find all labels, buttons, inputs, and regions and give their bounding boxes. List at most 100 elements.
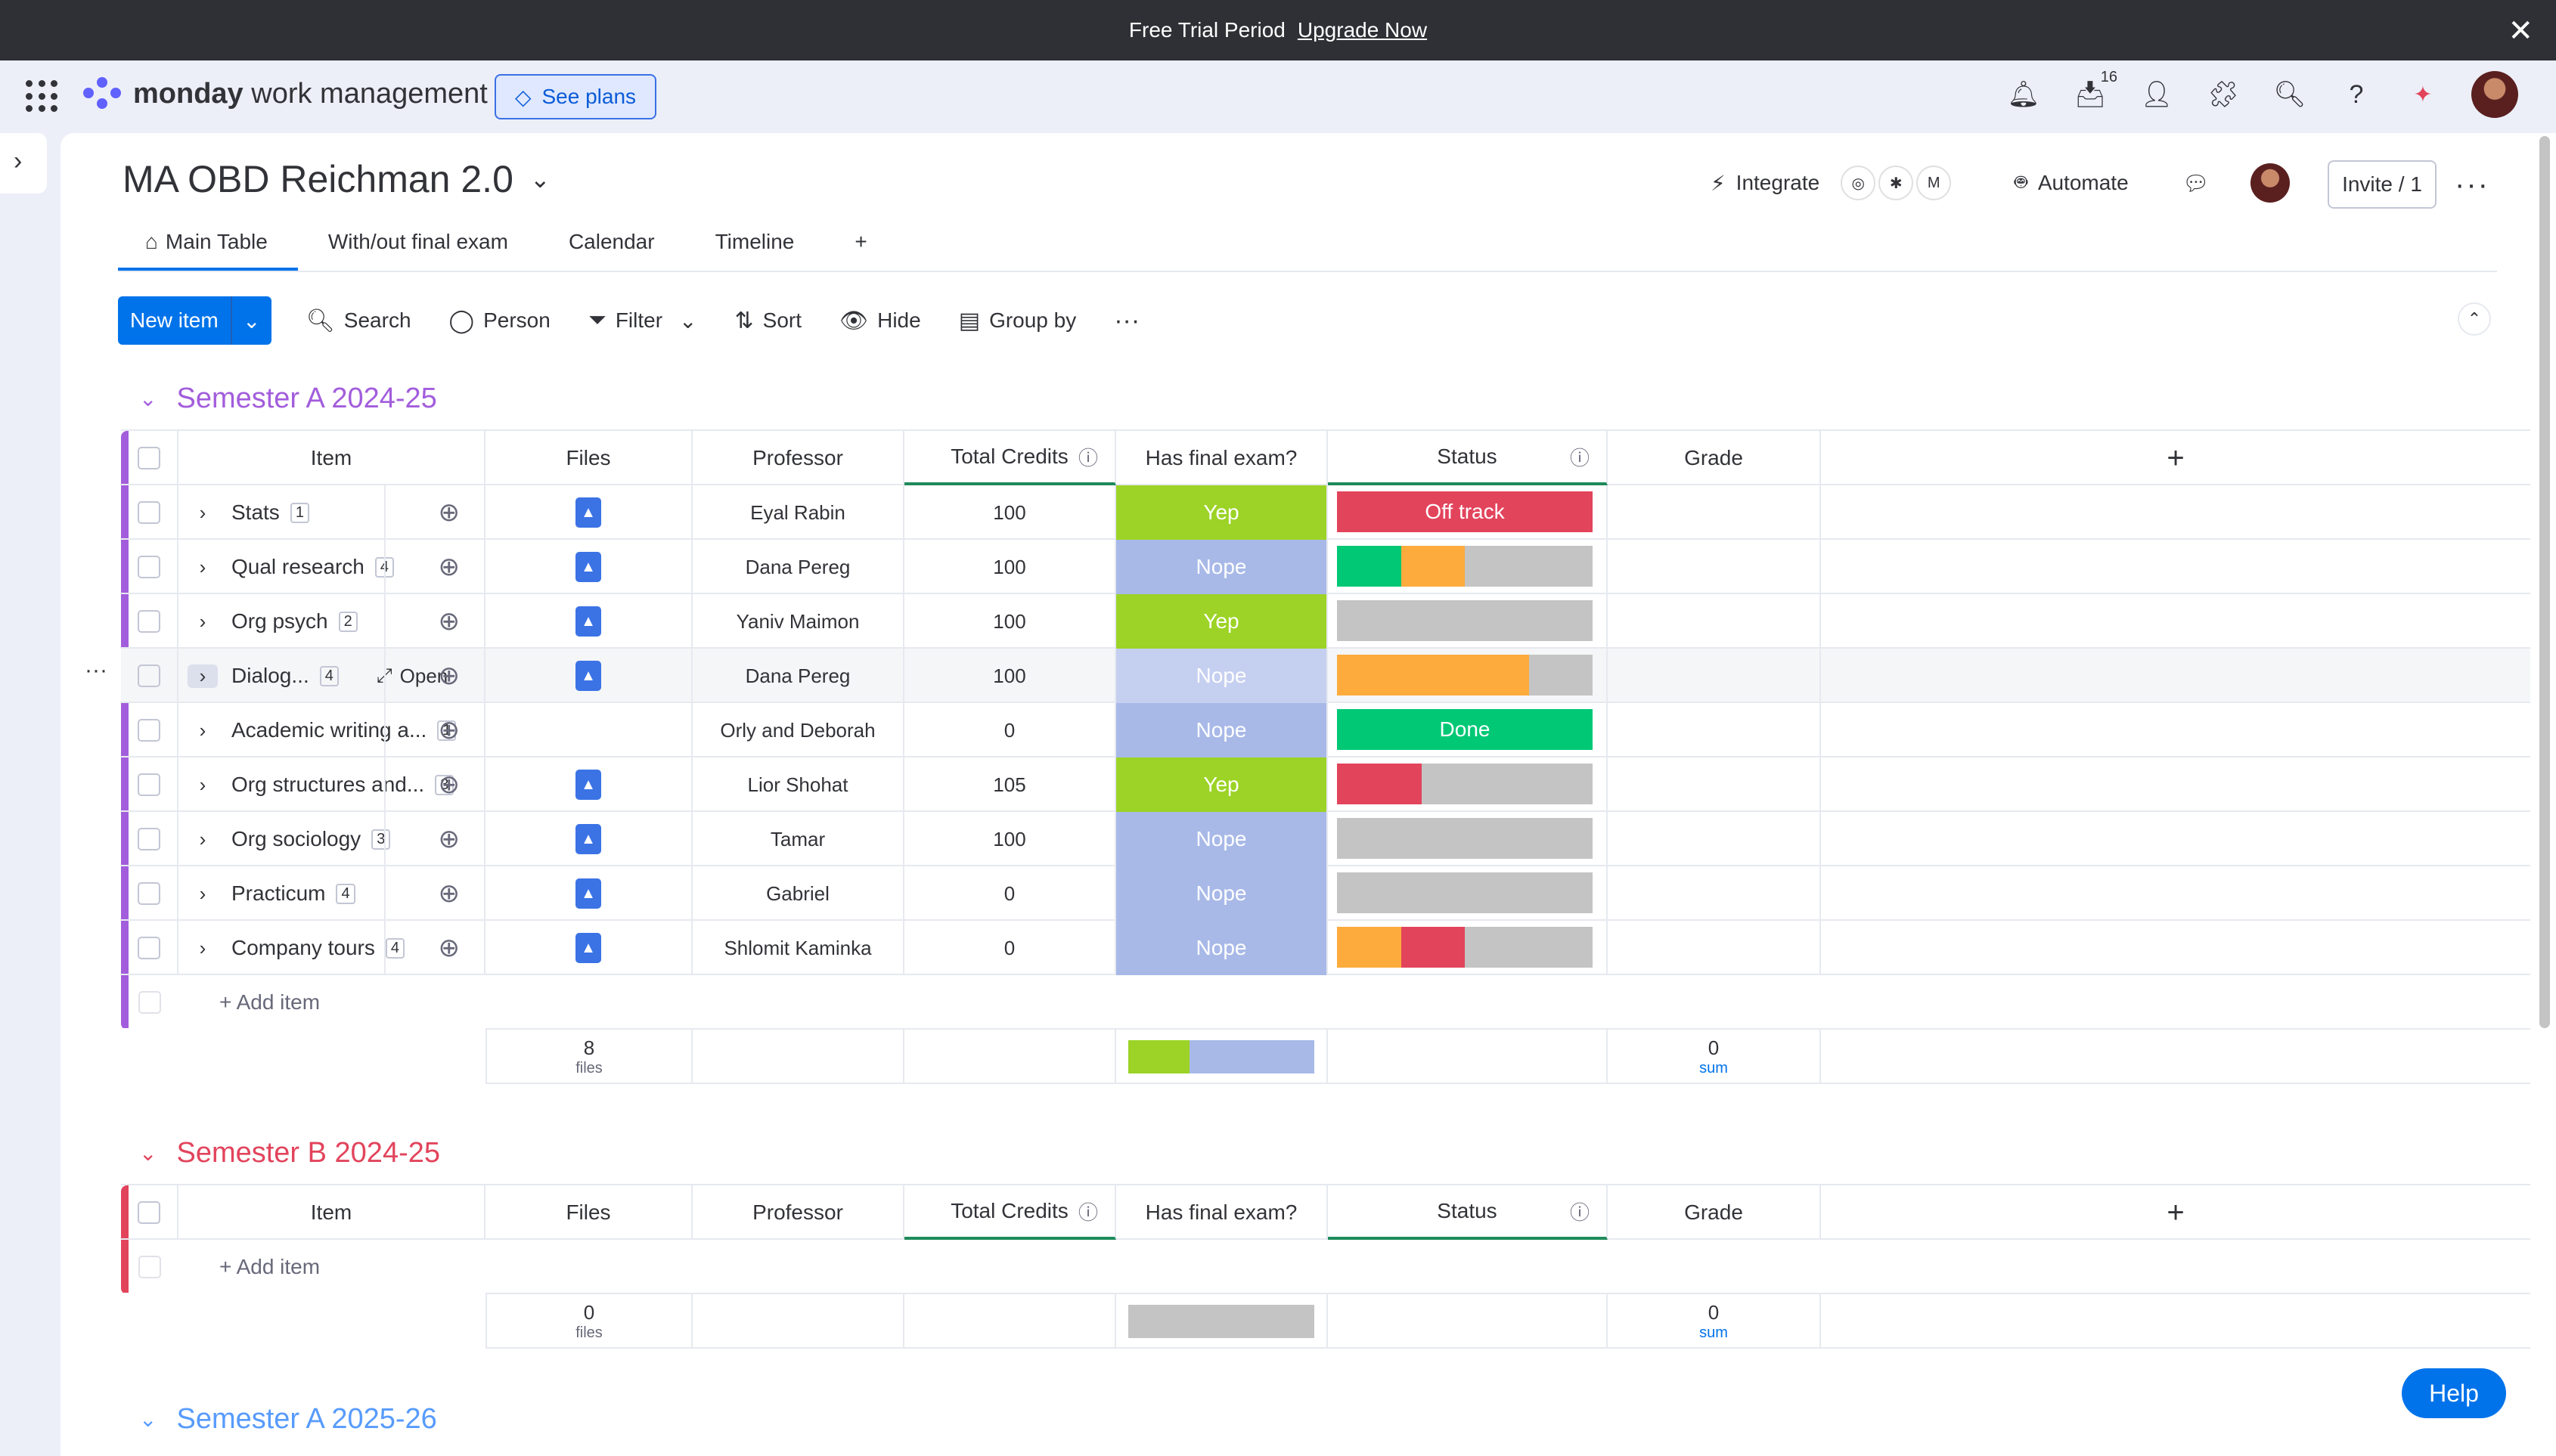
comment-icon[interactable]: 💬︎ bbox=[2182, 171, 2210, 195]
grade-cell[interactable] bbox=[1608, 485, 1821, 540]
google-drive-file-icon[interactable]: ▲ bbox=[575, 606, 601, 637]
item-name[interactable]: Practicum bbox=[231, 881, 326, 905]
final-exam-cell[interactable]: Nope bbox=[1116, 540, 1328, 594]
add-update-icon[interactable]: ⊕ bbox=[438, 879, 461, 908]
add-update-icon[interactable]: ⊕ bbox=[438, 553, 461, 581]
credits-cell[interactable]: 100 bbox=[904, 649, 1116, 703]
checkbox[interactable] bbox=[138, 610, 160, 633]
column-header-item[interactable]: Item bbox=[178, 1185, 485, 1240]
close-icon[interactable]: ✕ bbox=[2508, 14, 2533, 48]
grade-cell[interactable] bbox=[1608, 594, 1821, 649]
row-checkbox-cell[interactable] bbox=[121, 812, 178, 866]
final-exam-cell[interactable]: Nope bbox=[1116, 921, 1328, 975]
inbox-icon[interactable]: 📥︎ 16 bbox=[2074, 69, 2117, 109]
chevron-right-icon[interactable]: › bbox=[199, 936, 206, 959]
subitem-count[interactable]: 1 bbox=[437, 720, 457, 741]
status-cell[interactable] bbox=[1328, 866, 1608, 921]
row-menu-icon[interactable]: ··· bbox=[85, 658, 107, 683]
status-cell[interactable] bbox=[1328, 594, 1608, 649]
header-checkbox-cell[interactable] bbox=[121, 431, 178, 485]
add-column-button[interactable]: + bbox=[2167, 441, 2185, 475]
checkbox[interactable] bbox=[138, 664, 160, 687]
chevron-right-icon[interactable]: › bbox=[199, 718, 206, 742]
google-drive-file-icon[interactable]: ▲ bbox=[575, 552, 601, 582]
add-update-icon[interactable]: ⊕ bbox=[438, 934, 461, 962]
add-item-row[interactable]: + Add item bbox=[121, 1240, 2530, 1294]
board-avatar[interactable] bbox=[2250, 163, 2290, 203]
filter-button[interactable]: ⏷ Filter ⌄ bbox=[588, 308, 697, 333]
add-column-button[interactable]: + bbox=[2167, 1195, 2185, 1229]
professor-cell[interactable]: Dana Pereg bbox=[693, 649, 904, 703]
row-checkbox-cell[interactable] bbox=[121, 921, 178, 975]
final-exam-cell[interactable]: Yep bbox=[1116, 485, 1328, 540]
group-title[interactable]: ⌄ Semester B 2024-25 bbox=[139, 1137, 440, 1169]
new-item-label[interactable]: New item bbox=[130, 308, 219, 332]
column-header-total-credits[interactable]: Total Credits ⓘ bbox=[904, 1185, 1116, 1240]
apps-icon[interactable]: 🧩︎ bbox=[2207, 80, 2240, 109]
item-name[interactable]: Academic writing a... bbox=[231, 718, 427, 742]
add-update-icon[interactable]: ⊕ bbox=[438, 607, 461, 636]
info-icon[interactable]: ⓘ bbox=[1569, 446, 1590, 469]
item-name[interactable]: Org structures and... bbox=[231, 773, 425, 796]
add-update-icon[interactable]: ⊕ bbox=[438, 770, 461, 799]
integrate-button[interactable]: ⚡︎ Integrate ◎ ✱ M bbox=[1711, 159, 1952, 207]
item-cell[interactable]: › Org sociology 3 ⊕ bbox=[178, 812, 485, 866]
help-icon[interactable]: ? bbox=[2349, 79, 2364, 109]
chevron-right-icon[interactable]: › bbox=[199, 500, 206, 524]
credits-cell[interactable]: 100 bbox=[904, 540, 1116, 594]
credits-cell[interactable]: 0 bbox=[904, 866, 1116, 921]
subitem-count[interactable]: 4 bbox=[385, 937, 405, 959]
chevron-right-icon[interactable]: › bbox=[199, 609, 206, 633]
google-drive-file-icon[interactable]: ▲ bbox=[575, 933, 601, 963]
subitem-count[interactable]: 1 bbox=[290, 502, 309, 523]
board-title[interactable]: MA OBD Reichman 2.0 ⌄ bbox=[123, 157, 551, 201]
hide-button[interactable]: 👁︎ Hide bbox=[839, 308, 921, 334]
professor-cell[interactable]: Yaniv Maimon bbox=[693, 594, 904, 649]
chevron-right-icon[interactable]: › bbox=[14, 147, 23, 175]
item-name[interactable]: Dialog... bbox=[231, 664, 309, 687]
search-button[interactable]: 🔍︎ Search bbox=[306, 308, 411, 334]
google-drive-file-icon[interactable]: ▲ bbox=[575, 770, 601, 800]
final-exam-cell[interactable]: Yep bbox=[1116, 757, 1328, 812]
column-header-files[interactable]: Files bbox=[485, 431, 693, 485]
credits-cell[interactable]: 100 bbox=[904, 812, 1116, 866]
more-icon[interactable]: ··· bbox=[2455, 168, 2489, 201]
status-cell[interactable] bbox=[1328, 649, 1608, 703]
checkbox[interactable] bbox=[138, 447, 160, 469]
column-header-total-credits[interactable]: Total Credits ⓘ bbox=[904, 431, 1116, 485]
professor-cell[interactable]: Dana Pereg bbox=[693, 540, 904, 594]
column-header-files[interactable]: Files bbox=[485, 1185, 693, 1240]
item-name[interactable]: Company tours bbox=[231, 936, 375, 959]
chevron-right-icon[interactable]: › bbox=[199, 773, 206, 796]
subitem-count[interactable]: 3 bbox=[371, 829, 391, 850]
status-cell[interactable]: Off track bbox=[1328, 485, 1608, 540]
row-checkbox-cell[interactable] bbox=[121, 649, 178, 703]
credits-cell[interactable]: 0 bbox=[904, 703, 1116, 757]
google-drive-file-icon[interactable]: ▲ bbox=[575, 497, 601, 528]
tab-timeline[interactable]: Timeline bbox=[685, 224, 825, 271]
subitem-count[interactable]: 2 bbox=[338, 611, 358, 632]
open-item-button[interactable]: ⤢Open bbox=[377, 664, 448, 688]
chevron-down-icon[interactable]: ⌄ bbox=[139, 1408, 157, 1431]
professor-cell[interactable]: Gabriel bbox=[693, 866, 904, 921]
table-row[interactable]: › Stats 1 ⊕ ▲ Eyal Rabin 100 Yep Off track bbox=[121, 485, 2530, 540]
files-cell[interactable]: ▲ bbox=[485, 540, 693, 594]
item-cell[interactable]: › Stats 1 ⊕ bbox=[178, 485, 485, 540]
final-exam-cell[interactable]: Nope bbox=[1116, 649, 1328, 703]
invite-person-icon[interactable]: 👤︎ bbox=[2140, 80, 2173, 109]
final-exam-cell[interactable]: Nope bbox=[1116, 703, 1328, 757]
grade-cell[interactable] bbox=[1608, 757, 1821, 812]
item-name[interactable]: Stats bbox=[231, 500, 280, 524]
column-header-has-final-exam[interactable]: Has final exam? bbox=[1116, 1185, 1328, 1240]
google-drive-file-icon[interactable]: ▲ bbox=[575, 878, 601, 909]
files-cell[interactable]: ▲ bbox=[485, 757, 693, 812]
files-cell[interactable]: ▲ bbox=[485, 649, 693, 703]
table-row[interactable]: › Org structures and... 3 ⊕ ▲ Lior Shohat 105 Y… bbox=[121, 757, 2530, 812]
chevron-down-icon[interactable]: ⌄ bbox=[139, 1142, 157, 1165]
monday-products-icon[interactable]: ✦ bbox=[2413, 82, 2433, 107]
status-cell[interactable] bbox=[1328, 921, 1608, 975]
chevron-down-icon[interactable]: ⌄ bbox=[529, 166, 551, 193]
item-name[interactable]: Org sociology bbox=[231, 827, 361, 850]
column-header-status[interactable]: Status ⓘ bbox=[1328, 1185, 1608, 1240]
credits-cell[interactable]: 100 bbox=[904, 485, 1116, 540]
